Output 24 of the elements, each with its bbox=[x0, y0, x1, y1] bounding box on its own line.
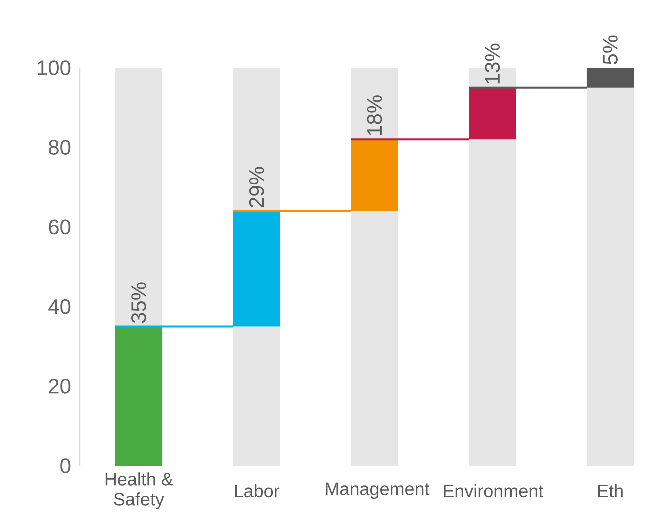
y-tick-label: 80 bbox=[49, 140, 71, 156]
x-tick-label: Environment bbox=[444, 484, 544, 498]
y-tick-label: 60 bbox=[49, 220, 71, 235]
bar bbox=[469, 140, 516, 466]
data-label: 5% bbox=[603, 36, 618, 64]
x-tick-label: Labor bbox=[235, 484, 280, 498]
data-label: 13% bbox=[485, 44, 500, 84]
bar bbox=[115, 326, 163, 466]
y-tick-label: 40 bbox=[48, 299, 71, 314]
data-label: 18% bbox=[367, 96, 382, 136]
data-label: 35% bbox=[132, 282, 146, 324]
y-tick-label: 20 bbox=[49, 378, 71, 394]
x-tick-label: Health & Safety bbox=[106, 472, 174, 510]
x-tick-label: Management bbox=[326, 482, 430, 500]
bar bbox=[351, 211, 398, 466]
y-tick-label: 100 bbox=[38, 60, 71, 76]
x-tick-label: Eth bbox=[598, 484, 623, 498]
bar bbox=[115, 68, 163, 327]
bar bbox=[233, 68, 280, 212]
bar bbox=[586, 88, 634, 466]
data-label: 29% bbox=[249, 167, 264, 208]
y-tick-label: 0 bbox=[60, 458, 71, 474]
bar bbox=[233, 326, 280, 466]
bar bbox=[351, 68, 398, 140]
